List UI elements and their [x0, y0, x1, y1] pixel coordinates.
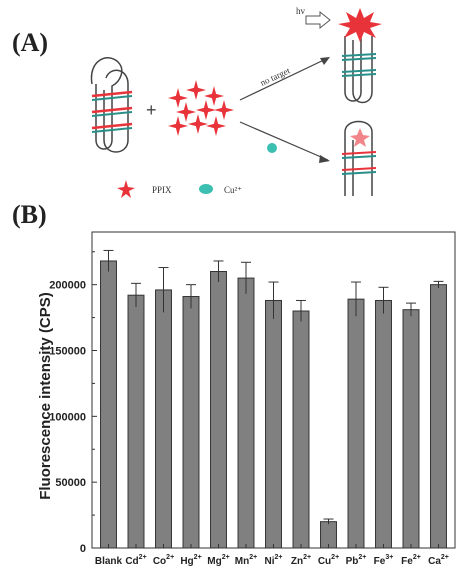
bar	[210, 271, 227, 549]
ppix-star	[206, 116, 226, 136]
x-tick-label: Fe3+	[374, 554, 394, 567]
y-tick-label: 150000	[49, 346, 86, 358]
y-tick-label: 0	[80, 543, 86, 555]
dna-left	[90, 57, 133, 153]
bar	[237, 277, 255, 549]
ppix-glow	[338, 8, 382, 42]
ppix-star	[214, 100, 234, 120]
dna-top-right	[338, 8, 382, 104]
bar	[155, 289, 172, 549]
y-tick-label: 50000	[55, 477, 86, 489]
x-tick-label: Mg2+	[207, 554, 229, 567]
panel-a-label: (A)	[12, 28, 49, 57]
ppix-star	[204, 86, 224, 106]
bar	[182, 296, 200, 549]
dna-bottom-right	[341, 120, 377, 196]
ppix-star	[188, 114, 208, 134]
ppix-star	[186, 80, 206, 100]
arrow-no-target	[239, 57, 330, 101]
y-axis: 0 50000 100000 150000 200000	[49, 251, 97, 555]
bars	[100, 249, 447, 549]
bar	[430, 284, 447, 549]
cu-ion	[267, 143, 277, 153]
scheme-diagram: + no target hv PPIX Cu²⁺	[90, 6, 382, 198]
x-tick-label: Ca2+	[428, 554, 449, 567]
bar	[402, 309, 420, 549]
bar	[375, 299, 392, 549]
ppix-cluster	[168, 80, 234, 136]
ppix-star	[168, 88, 188, 108]
y-tick-label: 200000	[49, 280, 86, 292]
x-tick-label: Ni2+	[265, 554, 283, 567]
x-tick-label: Zn2+	[291, 554, 311, 567]
legend-ppix-icon	[117, 180, 135, 198]
arrow-cu	[239, 121, 330, 163]
bar	[100, 260, 117, 549]
x-axis: Blank Cd2+ Co2+ Hg2+ Mg2+ Mn2+ Ni2+ Zn2+ Cu2+ Pb2…	[95, 544, 449, 567]
plus-sign: +	[146, 100, 157, 120]
bar	[347, 298, 365, 549]
hv-label: hv	[296, 6, 306, 16]
x-tick-label: Cd2+	[125, 554, 146, 567]
x-tick-label: Cu2+	[318, 554, 339, 567]
x-tick-label: Blank	[95, 556, 123, 567]
x-tick-label: Pb2+	[346, 554, 367, 567]
y-axis-label: Fluorescence intensity (CPS)	[37, 292, 54, 500]
light-arrow	[305, 10, 331, 30]
legend-cu-label: Cu²⁺	[224, 185, 242, 195]
x-tick-label: Mn2+	[235, 554, 257, 567]
legend-cu-icon	[199, 184, 213, 194]
ppix-star	[176, 102, 196, 122]
legend-ppix-label: PPIX	[152, 185, 172, 195]
x-tick-label: Fe2+	[401, 554, 421, 567]
panel-b-label: (B)	[12, 200, 47, 229]
x-tick-label: Co2+	[153, 554, 174, 567]
bar	[265, 299, 282, 549]
ppix-star	[196, 100, 216, 120]
bar	[127, 294, 145, 549]
ppix-star	[168, 116, 188, 136]
x-tick-label: Hg2+	[180, 554, 201, 567]
bar	[292, 310, 310, 549]
y-tick-label: 100000	[49, 411, 86, 423]
